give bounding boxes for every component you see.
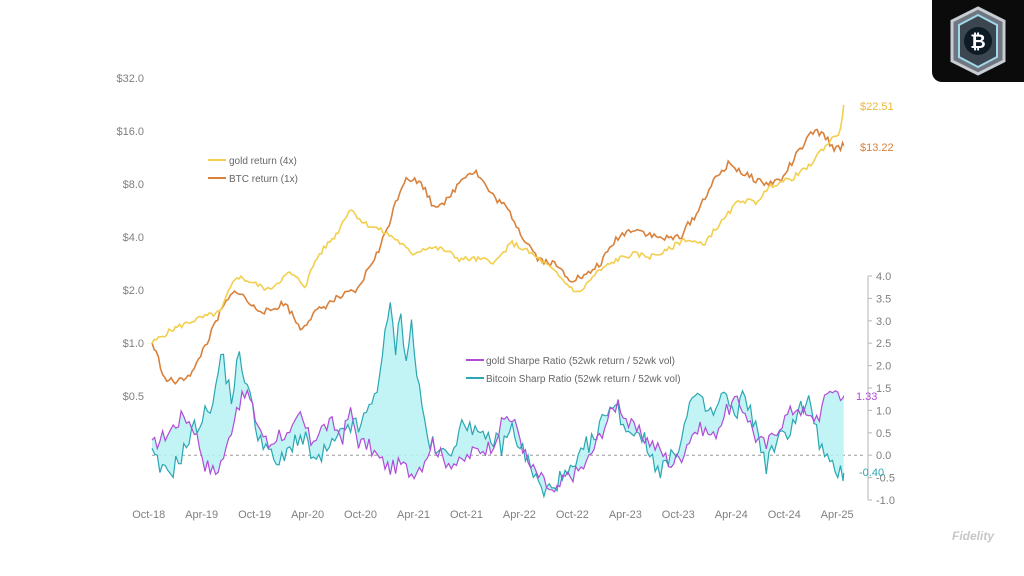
legend-label-gold-return: gold return (4x) [229,156,297,167]
top-legend: gold return (4x) BTC return (1x) [208,156,298,185]
top-y-tick-label: $1.0 [123,338,144,350]
bottom-y-tick-label: 2.5 [876,338,891,350]
gold-return-line [151,104,845,344]
bottom-y-tick-label: 4.0 [876,271,891,283]
x-tick-label: Oct-24 [768,509,801,521]
svg-text:₿: ₿ [970,32,985,53]
legend-label-gold-sharpe: gold Sharpe Ratio (52wk return / 52wk vo… [486,356,675,367]
x-tick-label: Oct-23 [662,509,695,521]
bottom-y-tick-label: 0.5 [876,428,891,440]
x-axis: Oct-18 Apr-19 Oct-19 Apr-20 Oct-20 Apr-21 Oct-… [132,509,853,521]
top-y-axis: $32.0 $16.0 $8.0 $4.0 $2.0 $1.0 $0.5 [116,73,144,403]
bottom-legend: gold Sharpe Ratio (52wk return / 52wk vo… [466,356,681,385]
gold-sharpe-end-label: 1.33 [856,391,877,403]
bitcoin-sharpe-end-label: -0.40 [859,467,884,479]
bitcoin-logo-icon: ₿ [950,6,1006,76]
gold-sharpe-line [151,388,845,493]
btc-return-end-label: $13.22 [860,142,894,154]
top-y-tick-label: $16.0 [116,126,144,138]
top-y-tick-label: $0.5 [123,391,144,403]
top-y-tick-label: $8.0 [123,179,144,191]
bottom-y-tick-label: 3.0 [876,316,891,328]
bottom-y-axis: 4.0 3.5 3.0 2.5 2.0 1.5 1.0 0.5 0.0 -0.5 -1.0 [867,271,895,507]
top-y-tick-label: $32.0 [116,73,144,85]
x-tick-label: Oct-18 [132,509,165,521]
x-tick-label: Apr-22 [503,509,536,521]
bottom-y-tick-label: 1.0 [876,405,891,417]
bottom-y-tick-label: 1.5 [876,383,891,395]
top-y-tick-label: $2.0 [123,285,144,297]
x-tick-label: Apr-24 [715,509,748,521]
x-tick-label: Oct-20 [344,509,377,521]
x-tick-label: Apr-23 [609,509,642,521]
bottom-y-tick-label: 2.0 [876,361,891,373]
x-tick-label: Oct-19 [238,509,271,521]
x-tick-label: Oct-21 [450,509,483,521]
bitcoin-badge: ₿ [932,0,1024,82]
x-tick-label: Apr-19 [185,509,218,521]
x-tick-label: Apr-20 [291,509,324,521]
top-y-tick-label: $4.0 [123,232,144,244]
btc-return-line [151,128,845,385]
fidelity-watermark: Fidelity [952,529,995,543]
x-tick-label: Oct-22 [556,509,589,521]
bottom-y-tick-label: -1.0 [876,495,895,507]
x-tick-label: Apr-21 [397,509,430,521]
legend-label-bitcoin-sharpe: Bitcoin Sharp Ratio (52wk return / 52wk … [486,374,681,385]
legend-label-btc-return: BTC return (1x) [229,174,298,185]
bottom-y-tick-label: 0.0 [876,450,891,462]
bottom-y-tick-label: -0.5 [876,473,895,485]
x-tick-label: Apr-25 [821,509,854,521]
bottom-y-tick-label: 3.5 [876,293,891,305]
bitcoin-sharpe-line [151,302,845,499]
gold-return-end-label: $22.51 [860,101,894,113]
